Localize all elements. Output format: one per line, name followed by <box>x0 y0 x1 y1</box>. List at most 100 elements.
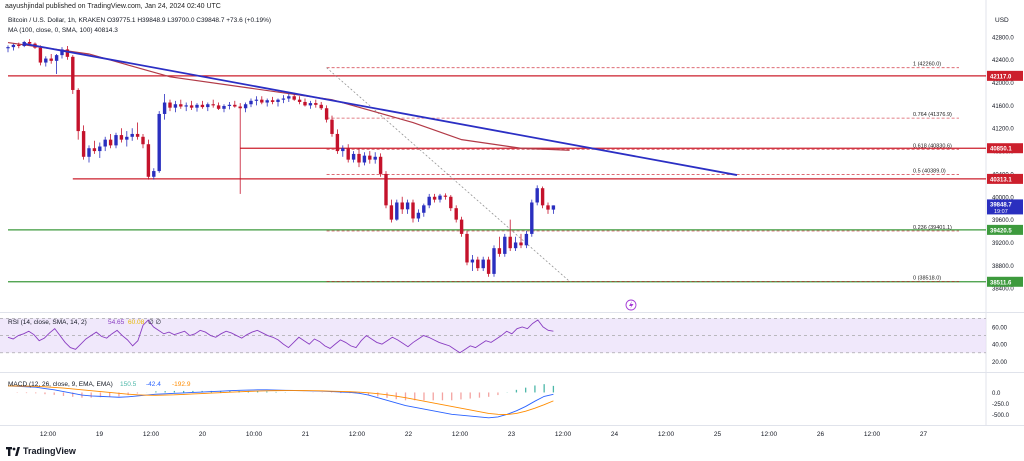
candle-body <box>351 153 356 160</box>
candle <box>303 98 307 107</box>
fib-level-label: 0.618 (40830.6) <box>913 143 952 149</box>
price-tick-label: 42400.0 <box>992 58 1014 64</box>
candle-body <box>276 99 280 102</box>
candle <box>384 171 388 209</box>
bearish-trendline <box>24 42 738 176</box>
candle <box>265 98 269 107</box>
candle <box>454 205 458 223</box>
last-price-countdown: 19:07 <box>994 209 1008 215</box>
price-tick-label: 42000.0 <box>992 81 1014 87</box>
candle <box>87 145 91 163</box>
candle-body <box>125 136 129 140</box>
price-tick-label: 40000.0 <box>992 195 1014 201</box>
fib-level-label: 0.236 (39401.1) <box>913 225 952 231</box>
level-price-tag <box>987 70 1023 81</box>
candle <box>60 47 64 59</box>
candle <box>179 99 183 109</box>
candle-body <box>303 101 307 106</box>
candle-body <box>416 212 421 219</box>
candle-body <box>438 195 442 200</box>
candle-body <box>297 99 302 102</box>
fib-level-label: 0.764 (41376.9) <box>913 112 952 118</box>
candle <box>400 196 404 214</box>
candle-body <box>114 135 118 146</box>
candle-body <box>395 202 399 220</box>
candle-body <box>27 41 32 44</box>
candle <box>184 102 188 112</box>
time-tick-label: 12:00 <box>658 431 675 438</box>
candle <box>141 133 145 149</box>
price-tick-label: 41600.0 <box>992 104 1014 110</box>
time-tick-label: 10:00 <box>246 431 263 438</box>
macd-value: -42.4 <box>146 381 161 388</box>
candle <box>119 128 124 143</box>
candle <box>351 151 356 163</box>
price-tick-label: 41200.0 <box>992 127 1014 133</box>
candle <box>297 96 302 105</box>
candle-body <box>368 155 372 160</box>
candle-body <box>362 155 367 163</box>
candle-body <box>260 99 264 103</box>
candle-body <box>162 102 167 114</box>
candle <box>551 205 556 214</box>
macd-value: -192.9 <box>172 381 191 388</box>
price-axis: USD 38400.0 38800.0 39200.0 39600.0 40000.0 40… <box>992 17 1014 293</box>
candle-body <box>6 47 10 49</box>
candle-body <box>130 133 134 137</box>
candle-body <box>389 205 394 220</box>
candle <box>98 142 102 158</box>
candle-body <box>486 259 491 274</box>
candle <box>168 99 172 112</box>
price-tick-label: 39600.0 <box>992 218 1014 224</box>
candle-body <box>38 47 43 63</box>
candle-body <box>119 135 124 140</box>
candle-body <box>411 202 415 219</box>
candle-body <box>103 139 107 147</box>
candle-body <box>324 108 329 120</box>
candle <box>481 256 485 272</box>
rsi-extra: ∅ ∅ <box>148 319 161 326</box>
currency-label: USD <box>995 17 1009 24</box>
candle-body <box>11 44 16 48</box>
published-caption: aayushjindal published on TradingView.co… <box>5 3 221 10</box>
price-tick-label: 38400.0 <box>992 287 1014 293</box>
candle <box>513 236 518 252</box>
time-tick-label: 19 <box>96 431 104 438</box>
candle <box>162 93 167 120</box>
level-price-tag <box>987 224 1023 235</box>
candle-body <box>530 202 534 234</box>
candle-body <box>71 56 75 90</box>
candle <box>341 145 345 157</box>
candle-body <box>519 242 523 246</box>
candle <box>227 101 232 110</box>
candle-body <box>238 106 242 109</box>
candle-body <box>546 205 550 210</box>
rsi-tick-label: 40.00 <box>992 343 1008 349</box>
candle-body <box>200 104 205 108</box>
candle-body <box>503 236 507 254</box>
time-tick-label: 26 <box>817 431 825 438</box>
candle <box>503 233 507 257</box>
candle <box>330 115 334 137</box>
candle-body <box>427 196 431 206</box>
candle <box>546 202 550 214</box>
macd-tick-label: 0.0 <box>992 391 1001 397</box>
symbol-ohlc: Bitcoin / U.S. Dollar, 1h, KRAKEN O39775… <box>8 17 271 24</box>
macd-legend: MACD (12, 26, close, 9, EMA, EMA) <box>8 381 113 388</box>
candle <box>540 186 545 209</box>
candle <box>152 168 156 180</box>
candle-body <box>87 148 91 157</box>
fib-level-label: 1 (42260.0) <box>913 62 941 68</box>
lightning-bolt <box>629 301 634 309</box>
candle <box>108 133 113 149</box>
candle <box>378 153 383 177</box>
candle-body <box>432 196 437 200</box>
candle-body <box>65 49 70 57</box>
candle <box>314 99 318 108</box>
candles <box>6 39 556 277</box>
candle-body <box>76 89 80 132</box>
candle-body <box>481 259 485 269</box>
candle-body <box>98 146 102 152</box>
